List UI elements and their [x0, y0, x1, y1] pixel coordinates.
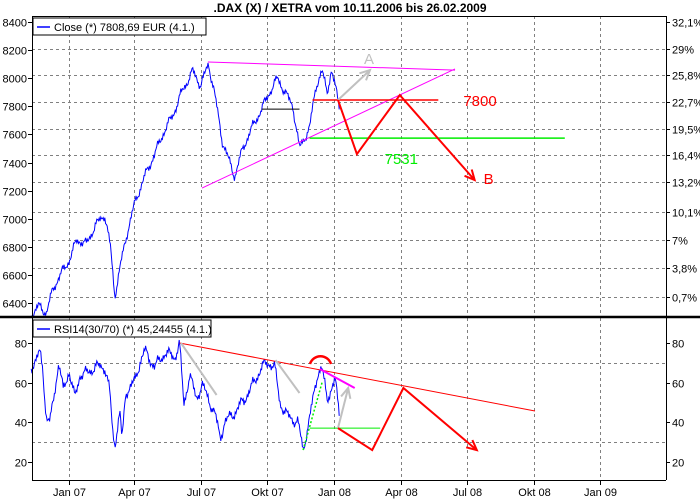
- y-tick-label: 8400: [3, 18, 27, 30]
- y-tick-label: 6800: [3, 243, 27, 255]
- x-tick-label: Jul 08: [453, 487, 482, 499]
- y-tick-label: 6600: [3, 271, 27, 283]
- x-tick-label: Jul 07: [187, 487, 216, 499]
- y-tick-label: 7000: [3, 215, 27, 227]
- rsi-magenta-line: [319, 368, 356, 389]
- y-tick-label: 7800: [3, 102, 27, 114]
- rsi-y-tick-label: 80: [15, 339, 27, 351]
- red-zigzag-path: [337, 93, 476, 181]
- x-tick-label: Jan 07: [53, 487, 86, 499]
- chart-title: .DAX (X) / XETRA vom 10.11.2006 bis 26.0…: [213, 1, 486, 15]
- magenta-resistance-line: [207, 61, 456, 71]
- y-tick-label: 6400: [3, 299, 27, 311]
- y-tick-label: 7400: [3, 159, 27, 171]
- rsi-legend: RSI14(30/70) (*) 45,24455 (4.1.): [32, 319, 212, 338]
- y2-tick-label: 10,1%: [672, 208, 700, 220]
- annotation-layer: 7800 7531 A B: [179, 51, 565, 452]
- axes: Jan 07 Apr 07 Jul 07 Okt 07 Jan 08 Apr 08 Jul …: [0, 16, 700, 499]
- y-tick-label: 7200: [3, 187, 27, 199]
- y2-tick-label: 3,8%: [672, 264, 697, 276]
- label-7531: 7531: [385, 151, 418, 168]
- x-tick-label: Jan 09: [584, 487, 617, 499]
- price-legend-label: Close (*) 7808,69 EUR (4.1.): [54, 22, 195, 34]
- red-zigzag-arrowhead: [464, 169, 477, 182]
- x-tick-label: Okt 07: [251, 487, 283, 499]
- y2-tick-label: 13,2%: [672, 178, 700, 190]
- rsi-gray-arrow: [337, 387, 350, 429]
- rsi-y2-tick-label: 60: [672, 379, 684, 391]
- rsi-red-trendline: [179, 342, 536, 412]
- magenta-support-trendline: [201, 68, 456, 189]
- rsi-y-tick-label: 40: [15, 418, 27, 430]
- y2-tick-label: 25,8%: [672, 71, 700, 83]
- y-tick-label: 8200: [3, 46, 27, 58]
- rsi-y-tick-label: 20: [15, 458, 27, 470]
- y2-tick-label: 0,7%: [672, 293, 697, 305]
- series-layer: [30, 62, 340, 450]
- rsi-gray-arrowhead: [340, 385, 352, 399]
- y-tick-label: 7600: [3, 130, 27, 142]
- rsi-green-dotted-line: [302, 382, 323, 451]
- label-b: B: [484, 171, 494, 188]
- y2-tick-label: 16,4%: [672, 151, 700, 163]
- x-tick-label: Okt 08: [518, 487, 550, 499]
- gray-arrow-a: [337, 69, 371, 101]
- rsi-red-arrowhead: [465, 439, 479, 452]
- rsi-gray-line: [274, 359, 301, 394]
- rsi-y2-tick-label: 40: [672, 418, 684, 430]
- rsi-line: [30, 339, 340, 450]
- x-tick-label: Apr 07: [118, 487, 150, 499]
- x-tick-label: Jan 08: [318, 487, 351, 499]
- y2-tick-label: 19,5%: [672, 125, 700, 137]
- rsi-legend-label: RSI14(30/70) (*) 45,24455 (4.1.): [54, 324, 212, 336]
- y2-tick-label: 32,1%: [672, 18, 700, 30]
- label-7800: 7800: [463, 93, 496, 110]
- rsi-red-arc: [308, 355, 333, 365]
- y2-tick-label: 7%: [672, 236, 688, 248]
- price-legend: Close (*) 7808,69 EUR (4.1.): [32, 17, 207, 36]
- y-tick-label: 8000: [3, 74, 27, 86]
- rsi-y2-tick-label: 20: [672, 458, 684, 470]
- grid: [32, 16, 666, 480]
- gray-arrow-a-head: [359, 68, 372, 81]
- rsi-y2-tick-label: 80: [672, 339, 684, 351]
- price-close-line: [31, 62, 340, 317]
- x-tick-label: Apr 08: [385, 487, 417, 499]
- rsi-y-tick-label: 60: [15, 379, 27, 391]
- label-a: A: [364, 51, 374, 68]
- rsi-red-zigzag: [337, 386, 478, 452]
- rsi-gray-line: [180, 342, 218, 396]
- y2-tick-label: 29%: [672, 45, 694, 57]
- y2-tick-label: 22,7%: [672, 98, 700, 110]
